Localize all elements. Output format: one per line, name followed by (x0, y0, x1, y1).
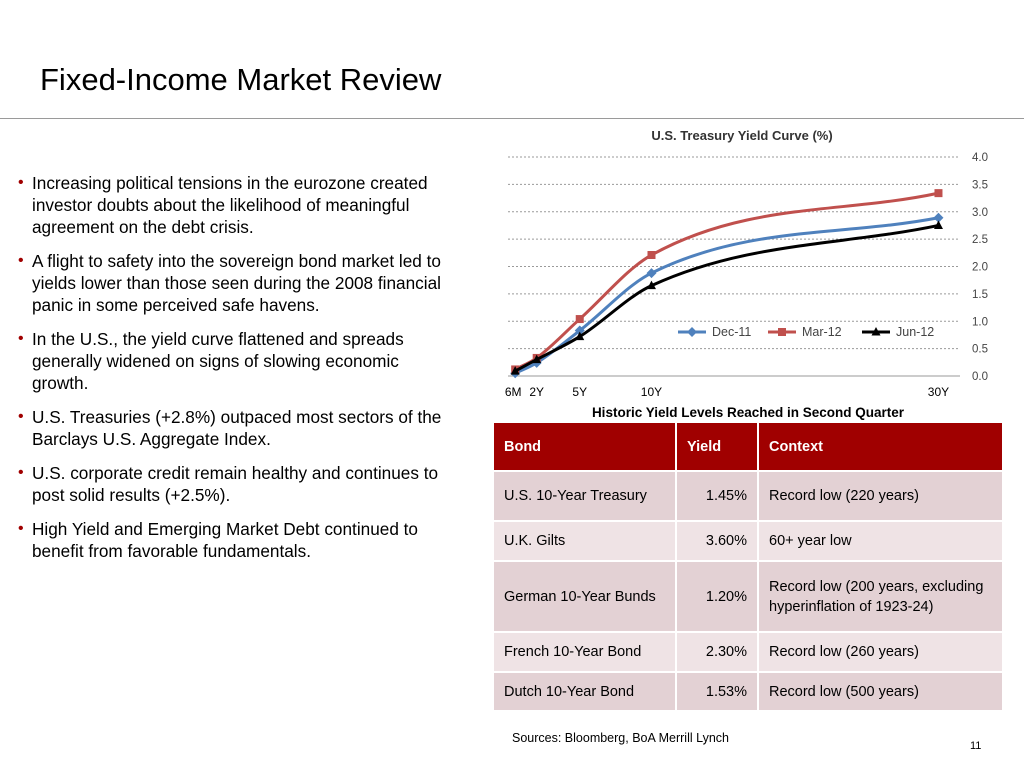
yield-cell: 1.45% (676, 470, 759, 521)
bond-cell: U.S. 10-Year Treasury (494, 470, 677, 521)
bullet-text: High Yield and Emerging Market Debt cont… (32, 519, 418, 561)
page-number: 11 (970, 740, 982, 752)
title-divider (0, 118, 1024, 119)
bullet-list: • Increasing political tensions in the e… (18, 172, 458, 574)
context-cell: Record low (500 years) (758, 671, 1002, 710)
column-header: Bond (494, 423, 677, 471)
y-tick-label: 3.0 (972, 207, 988, 219)
context-cell: Record low (200 years, excluding hyperin… (758, 560, 1002, 632)
bullet-text: Increasing political tensions in the eur… (32, 173, 428, 237)
series-line (514, 191, 939, 371)
x-tick-label: 5Y (572, 385, 587, 399)
context-cell: Record low (220 years) (758, 470, 1002, 521)
table-row: U.K. Gilts 3.60% 60+ year low (494, 520, 1002, 561)
data-point (933, 212, 944, 223)
column-header: Yield (676, 423, 759, 471)
bullet-item: • A flight to safety into the sovereign … (18, 250, 458, 316)
table-caption: Historic Yield Levels Reached in Second … (591, 405, 905, 420)
y-tick-label: 1.5 (972, 289, 988, 301)
x-tick-label: 30Y (928, 385, 949, 399)
legend-marker (687, 327, 697, 337)
y-tick-label: 2.0 (972, 262, 988, 274)
table-header-row: Bond Yield Context (494, 423, 1002, 471)
yield-cell: 1.20% (676, 560, 759, 632)
bullet-icon: • (18, 330, 24, 347)
y-tick-label: 0.0 (972, 371, 988, 383)
yield-cell: 1.53% (676, 671, 759, 710)
chart-title: U.S. Treasury Yield Curve (%) (651, 128, 833, 143)
bullet-icon: • (18, 464, 24, 481)
data-point (510, 366, 520, 375)
y-tick-label: 3.5 (972, 179, 988, 191)
bond-cell: German 10-Year Bunds (494, 560, 677, 632)
table-row: Dutch 10-Year Bond 1.53% Record low (500… (494, 671, 1002, 710)
context-cell: Record low (260 years) (758, 631, 1002, 672)
data-point (574, 325, 585, 336)
x-tick-label: 10Y (641, 385, 662, 399)
bond-cell: U.K. Gilts (494, 520, 677, 561)
bullet-item: • U.S. corporate credit remain healthy a… (18, 462, 458, 506)
bullet-text: U.S. Treasuries (+2.8%) outpaced most se… (32, 407, 442, 449)
sources-note: Sources: Bloomberg, BoA Merrill Lynch (512, 731, 729, 745)
bullet-item: • In the U.S., the yield curve flattened… (18, 328, 458, 394)
data-point (575, 315, 584, 324)
data-point (647, 251, 656, 260)
legend-label: Jun-12 (896, 325, 934, 339)
y-tick-label: 1.0 (972, 316, 988, 328)
bond-cell: Dutch 10-Year Bond (494, 671, 677, 710)
bullet-icon: • (18, 408, 24, 425)
data-point (646, 268, 657, 279)
slide-title: Fixed-Income Market Review (40, 62, 442, 97)
bullet-icon: • (18, 252, 24, 269)
bullet-item: • Increasing political tensions in the e… (18, 172, 458, 238)
table-row: French 10-Year Bond 2.30% Record low (26… (494, 631, 1002, 672)
yield-cell: 3.60% (676, 520, 759, 561)
y-tick-label: 4.0 (972, 152, 988, 164)
bullet-item: • U.S. Treasuries (+2.8%) outpaced most … (18, 406, 458, 450)
table-row: U.S. 10-Year Treasury 1.45% Record low (… (494, 470, 1002, 521)
bullet-item: • High Yield and Emerging Market Debt co… (18, 518, 458, 562)
context-cell: 60+ year low (758, 520, 1002, 561)
yield-cell: 2.30% (676, 631, 759, 672)
table-row: German 10-Year Bunds 1.20% Record low (2… (494, 560, 1002, 632)
y-tick-label: 2.5 (972, 234, 988, 246)
data-point (532, 354, 542, 364)
series-line (514, 216, 939, 375)
yield-curve-chart: 0.0 0.5 1.0 1.5 2.0 2.5 3.0 3.5 4.0 6M 2Y 5Y 10Y 30Y D… (505, 152, 988, 399)
bond-cell: French 10-Year Bond (494, 631, 677, 672)
bullet-text: A flight to safety into the sovereign bo… (32, 251, 441, 315)
y-tick-label: 0.5 (972, 344, 988, 356)
data-point (575, 331, 585, 341)
legend-marker (871, 327, 881, 336)
bullet-icon: • (18, 520, 24, 537)
data-point (933, 220, 943, 229)
data-point (646, 280, 656, 290)
x-tick-label: 6M (505, 385, 522, 399)
legend-label: Mar-12 (802, 325, 842, 339)
bullet-text: U.S. corporate credit remain healthy and… (32, 463, 439, 505)
bullet-icon: • (18, 174, 24, 191)
x-tick-label: 2Y (529, 385, 544, 399)
bullet-text: In the U.S., the yield curve flattened a… (32, 329, 404, 393)
legend-label: Dec-11 (712, 325, 751, 339)
data-point (934, 189, 943, 198)
bond-yield-table: Bond Yield Context U.S. 10-Year Treasury… (494, 423, 1002, 710)
column-header: Context (758, 423, 1002, 471)
legend-marker (778, 328, 786, 336)
